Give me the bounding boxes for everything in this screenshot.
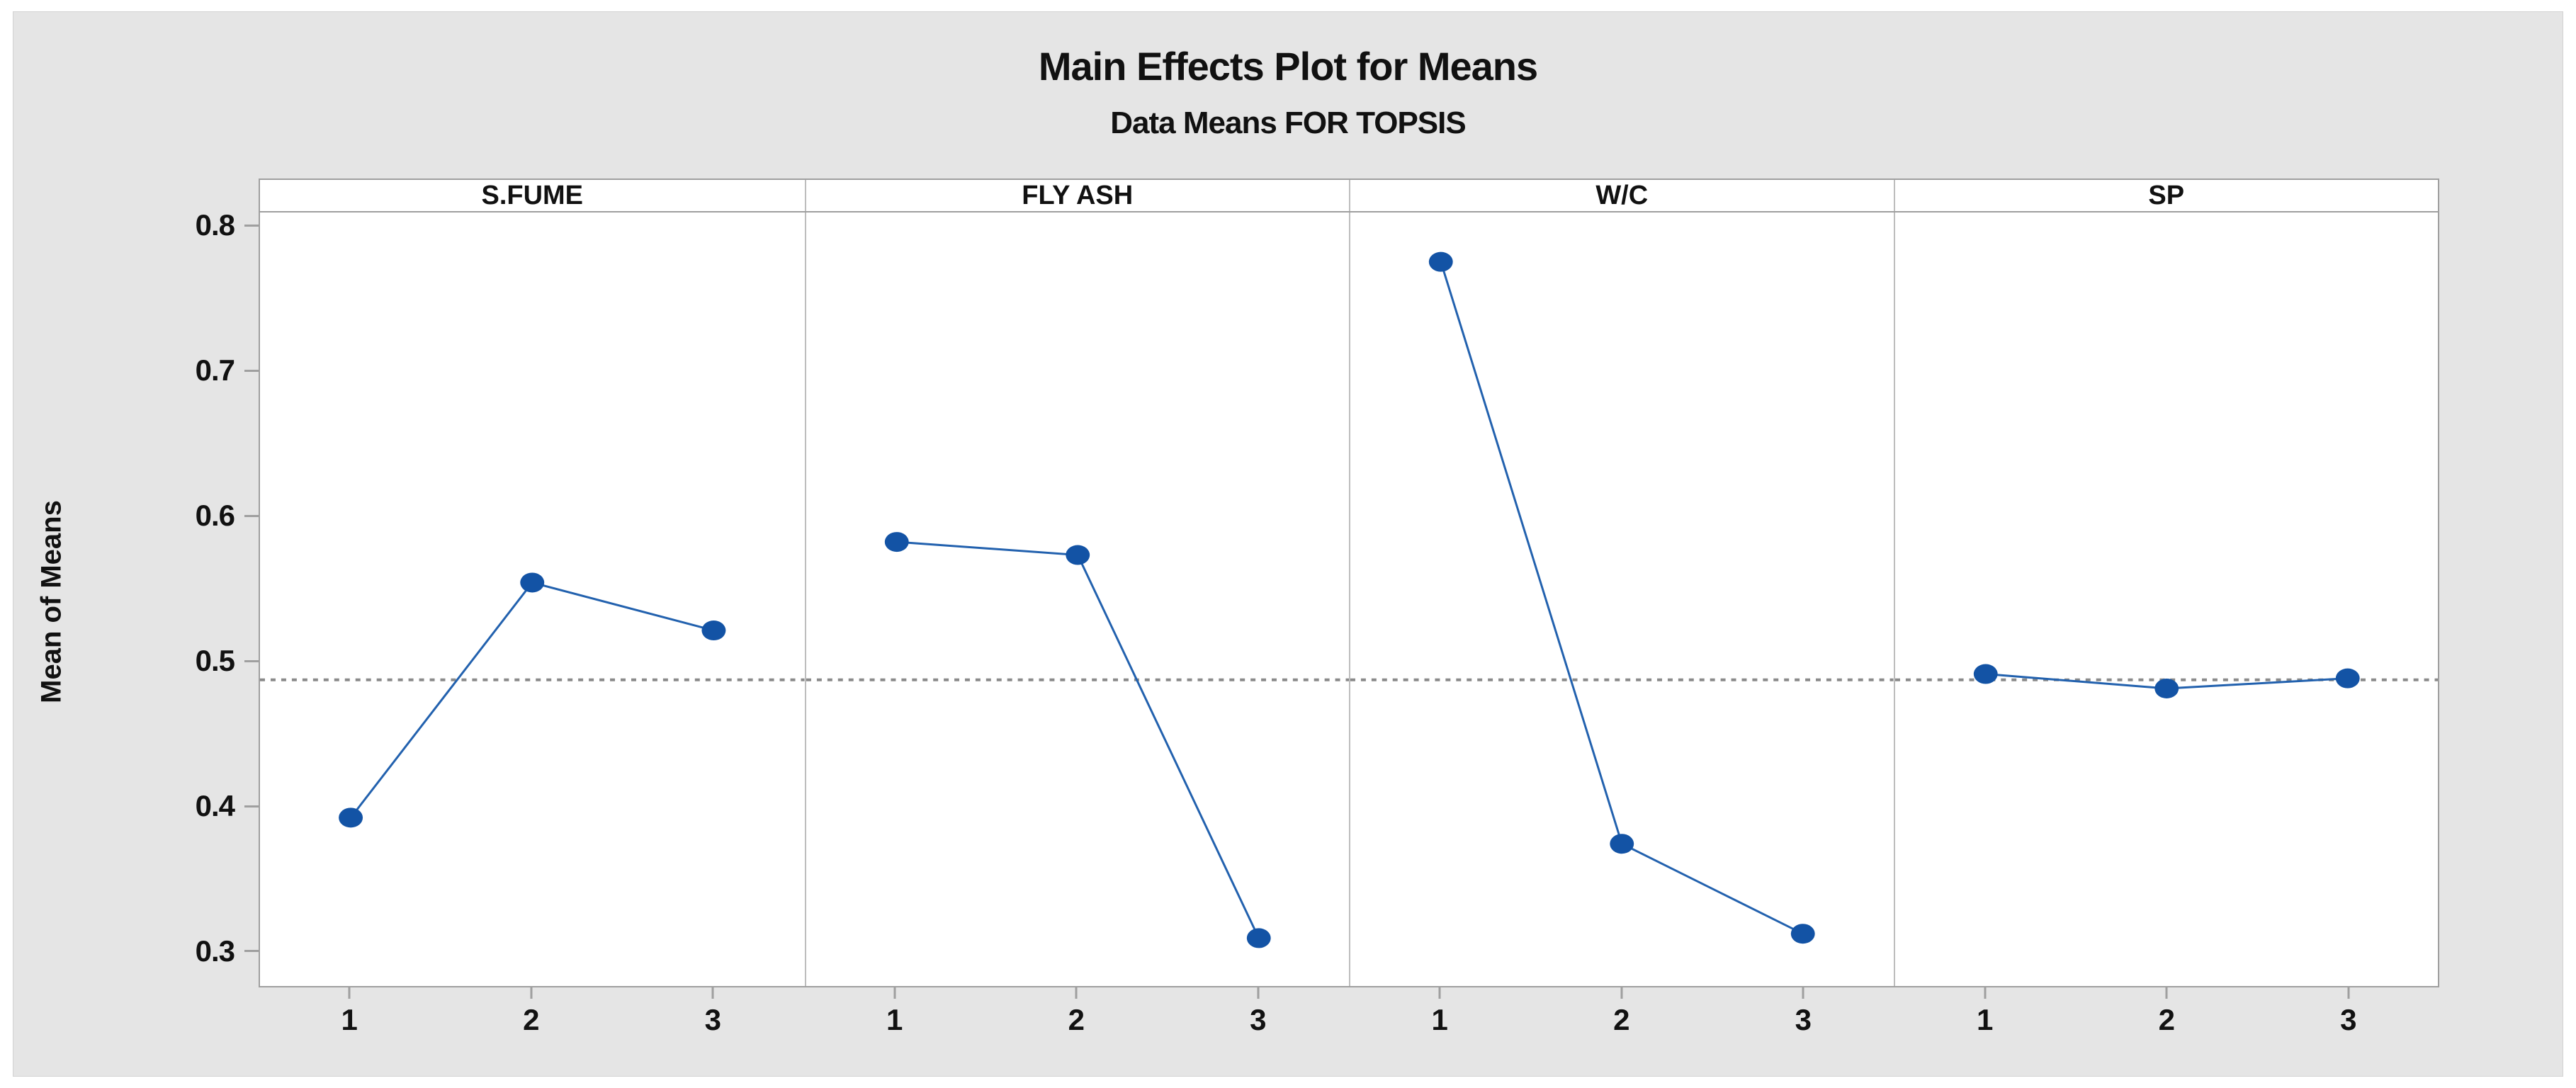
- x-tick-label: 1: [886, 1003, 903, 1036]
- x-tick-mark: [1257, 987, 1260, 999]
- data-point: [2154, 679, 2179, 698]
- x-axis: 1 2 3 1 2 3 1 2 3 1 2 3: [259, 987, 2439, 1072]
- panel-header-fly-ash: FLY ASH: [804, 180, 1350, 211]
- panel-w-c: [1349, 212, 1894, 986]
- plot-area: S.FUME FLY ASH W/C SP 1 2 3 1 2 3 1 2 3 1 2 3: [259, 178, 2439, 1072]
- x-tick-label: 2: [2158, 1003, 2175, 1036]
- y-tick-label: 0.5: [195, 644, 235, 678]
- series-line: [1440, 261, 1804, 935]
- x-tick-mark: [1075, 987, 1078, 999]
- x-tick-mark: [348, 987, 351, 999]
- panel-sp: [1893, 212, 2438, 986]
- data-point: [1428, 251, 1453, 272]
- data-point: [1246, 928, 1271, 948]
- y-tick-label: 0.8: [195, 208, 235, 242]
- data-point: [1610, 834, 1634, 854]
- x-tick-label: 1: [1977, 1003, 1994, 1036]
- panel-header-row: S.FUME FLY ASH W/C SP: [259, 178, 2439, 212]
- x-tick-label: 3: [1795, 1003, 1812, 1036]
- x-tick-label: 2: [523, 1003, 540, 1036]
- series-line: [896, 540, 1260, 939]
- panel-plot-w-c: [1350, 251, 1894, 944]
- data-point: [339, 808, 363, 828]
- panel-body-row: [259, 212, 2439, 987]
- panel-header-s-fume: S.FUME: [481, 180, 584, 210]
- series-line: [349, 581, 714, 819]
- y-tick-label: 0.6: [195, 499, 235, 533]
- x-tick-label: 1: [341, 1003, 358, 1036]
- x-tick-label: 3: [2340, 1003, 2357, 1036]
- panel-header-w-c: W/C: [1349, 180, 1894, 211]
- x-tick-mark: [893, 987, 896, 999]
- chart-title: Main Effects Plot for Means: [1038, 44, 1538, 89]
- y-axis-title: Mean of Means: [35, 500, 67, 703]
- y-tick-mark: [244, 369, 259, 372]
- x-axis-w-c: 1 2 3: [1349, 987, 1894, 1072]
- data-point: [1973, 664, 1998, 684]
- x-tick-mark: [2347, 987, 2350, 999]
- y-tick-mark: [244, 224, 259, 227]
- x-tick-label: 3: [704, 1003, 721, 1036]
- x-tick-label: 3: [1250, 1003, 1267, 1036]
- y-tick-label: 0.4: [195, 789, 235, 822]
- y-tick-mark: [244, 950, 259, 953]
- data-point: [701, 620, 726, 641]
- x-tick-mark: [530, 987, 533, 999]
- data-point: [1790, 924, 1815, 944]
- x-tick-mark: [711, 987, 714, 999]
- x-tick-mark: [1620, 987, 1623, 999]
- y-tick-mark: [244, 659, 259, 662]
- chart-canvas: Main Effects Plot for Means Data Means F…: [13, 11, 2563, 1077]
- x-tick-label: 2: [1068, 1003, 1085, 1036]
- y-tick-mark: [244, 514, 259, 517]
- panel-header-sp: SP: [1893, 180, 2439, 211]
- y-tick-label: 0.7: [195, 353, 235, 387]
- x-axis-fly-ash: 1 2 3: [804, 987, 1350, 1072]
- data-point: [2335, 668, 2360, 688]
- x-axis-s-fume: 1 2 3: [259, 987, 804, 1072]
- data-point: [884, 532, 909, 552]
- data-point: [1065, 545, 1090, 565]
- chart-subtitle: Data Means FOR TOPSIS: [1110, 106, 1466, 140]
- panel-plot-fly-ash: [806, 532, 1349, 948]
- x-tick-mark: [1438, 987, 1441, 999]
- panel-fly-ash: [804, 212, 1349, 986]
- x-tick-label: 2: [1613, 1003, 1630, 1036]
- panel-s-fume: [260, 212, 805, 986]
- x-axis-sp: 1 2 3: [1894, 987, 2440, 1072]
- x-tick-mark: [1984, 987, 1987, 999]
- y-tick-mark: [244, 805, 259, 808]
- panel-plot-s-fume: [260, 572, 805, 828]
- y-tick-label: 0.3: [195, 934, 235, 968]
- x-tick-mark: [2165, 987, 2168, 999]
- data-point: [520, 572, 545, 593]
- panel-plot-sp: [1894, 664, 2438, 698]
- x-tick-mark: [1802, 987, 1804, 999]
- x-tick-label: 1: [1431, 1003, 1448, 1036]
